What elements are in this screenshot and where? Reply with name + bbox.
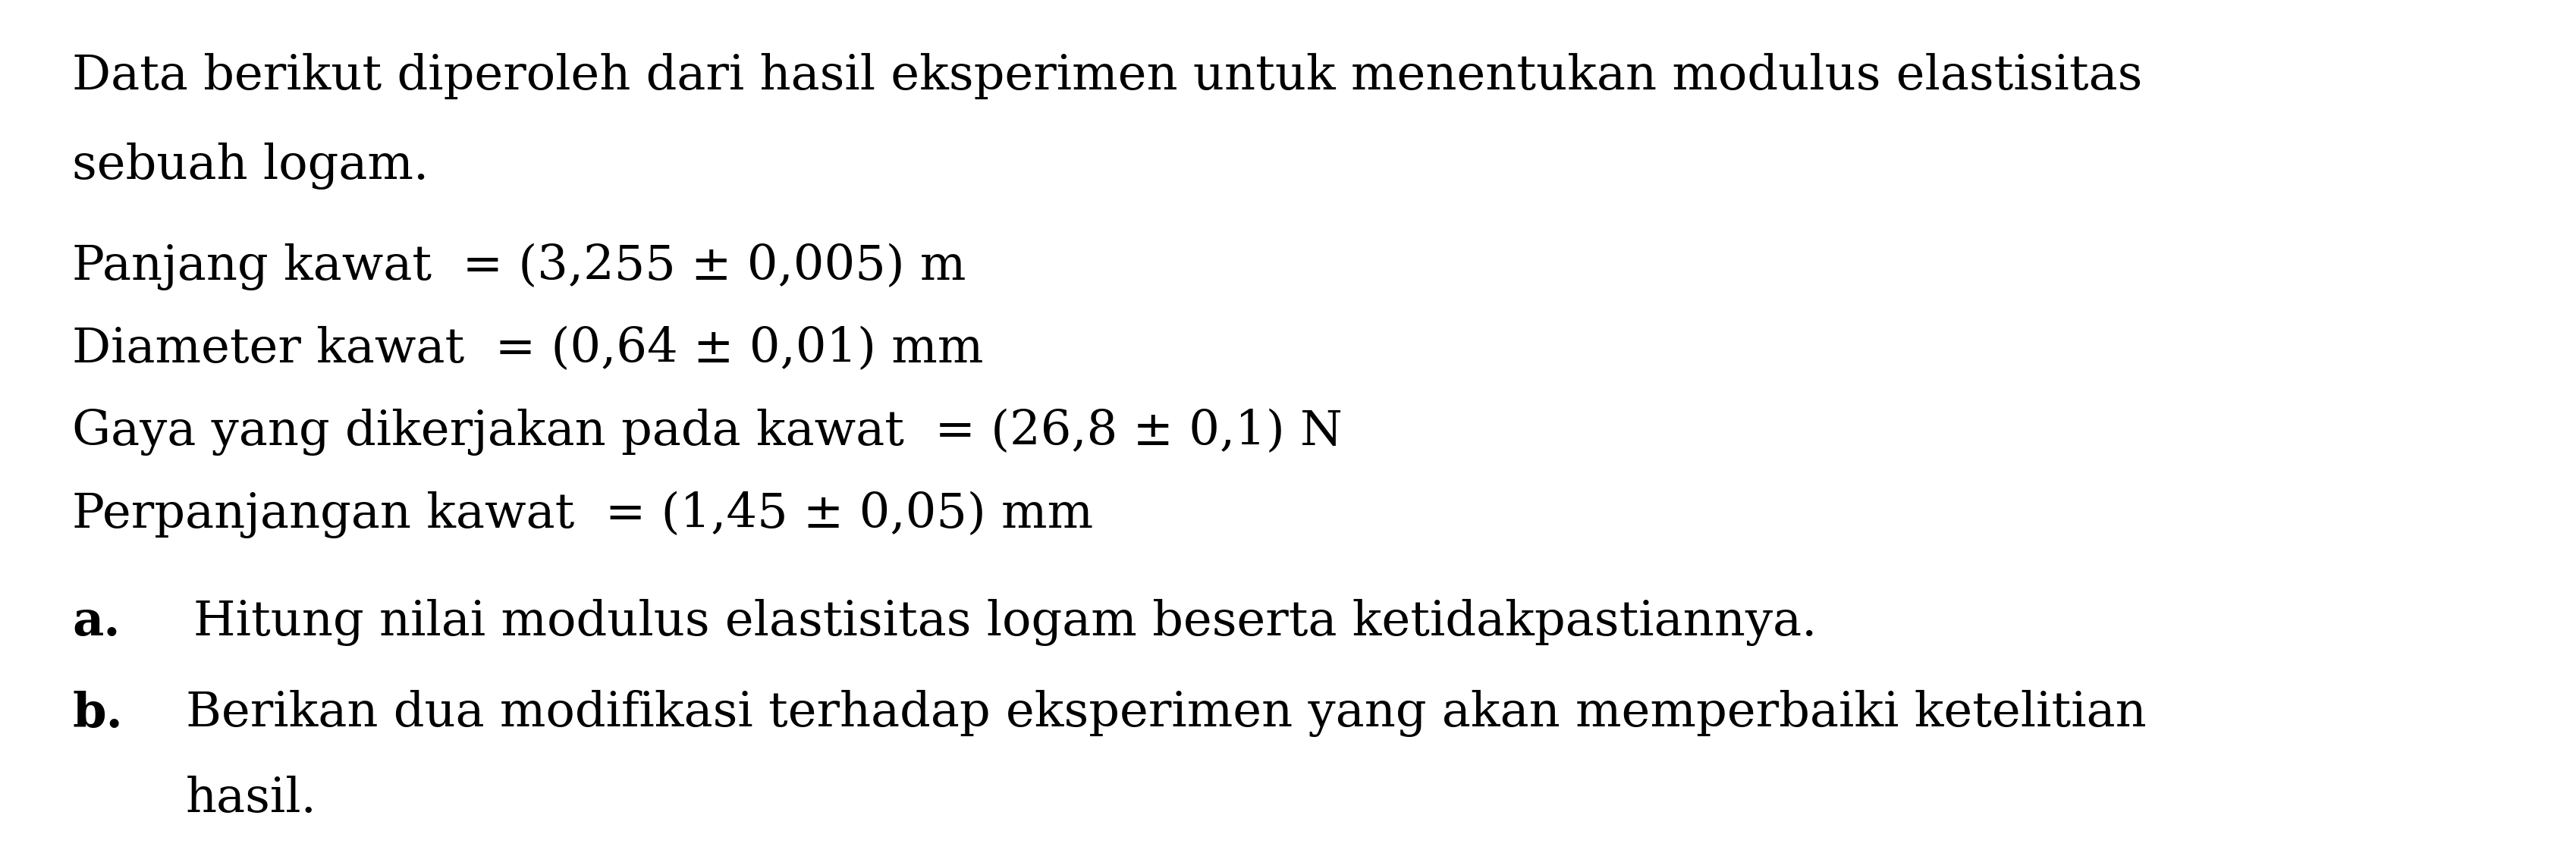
Text: Hitung nilai modulus elastisitas logam beserta ketidakpastiannya.: Hitung nilai modulus elastisitas logam b…: [193, 599, 1816, 646]
Text: sebuah logam.: sebuah logam.: [72, 142, 428, 189]
Text: Gaya yang dikerjakan pada kawat  = (26,8 ± 0,1) N: Gaya yang dikerjakan pada kawat = (26,8 …: [72, 409, 1342, 456]
Text: hasil.: hasil.: [185, 775, 317, 822]
Text: Data berikut diperoleh dari hasil eksperimen untuk menentukan modulus elastisita: Data berikut diperoleh dari hasil eksper…: [72, 53, 2143, 100]
Text: Berikan dua modifikasi terhadap eksperimen yang akan memperbaiki ketelitian: Berikan dua modifikasi terhadap eksperim…: [185, 690, 2146, 737]
Text: a.: a.: [72, 599, 121, 646]
Text: Diameter kawat  = (0,64 ± 0,01) mm: Diameter kawat = (0,64 ± 0,01) mm: [72, 326, 984, 373]
Text: Perpanjangan kawat  = (1,45 ± 0,05) mm: Perpanjangan kawat = (1,45 ± 0,05) mm: [72, 491, 1092, 538]
Text: b.: b.: [72, 690, 124, 737]
Text: Panjang kawat  = (3,255 ± 0,005) m: Panjang kawat = (3,255 ± 0,005) m: [72, 243, 966, 290]
